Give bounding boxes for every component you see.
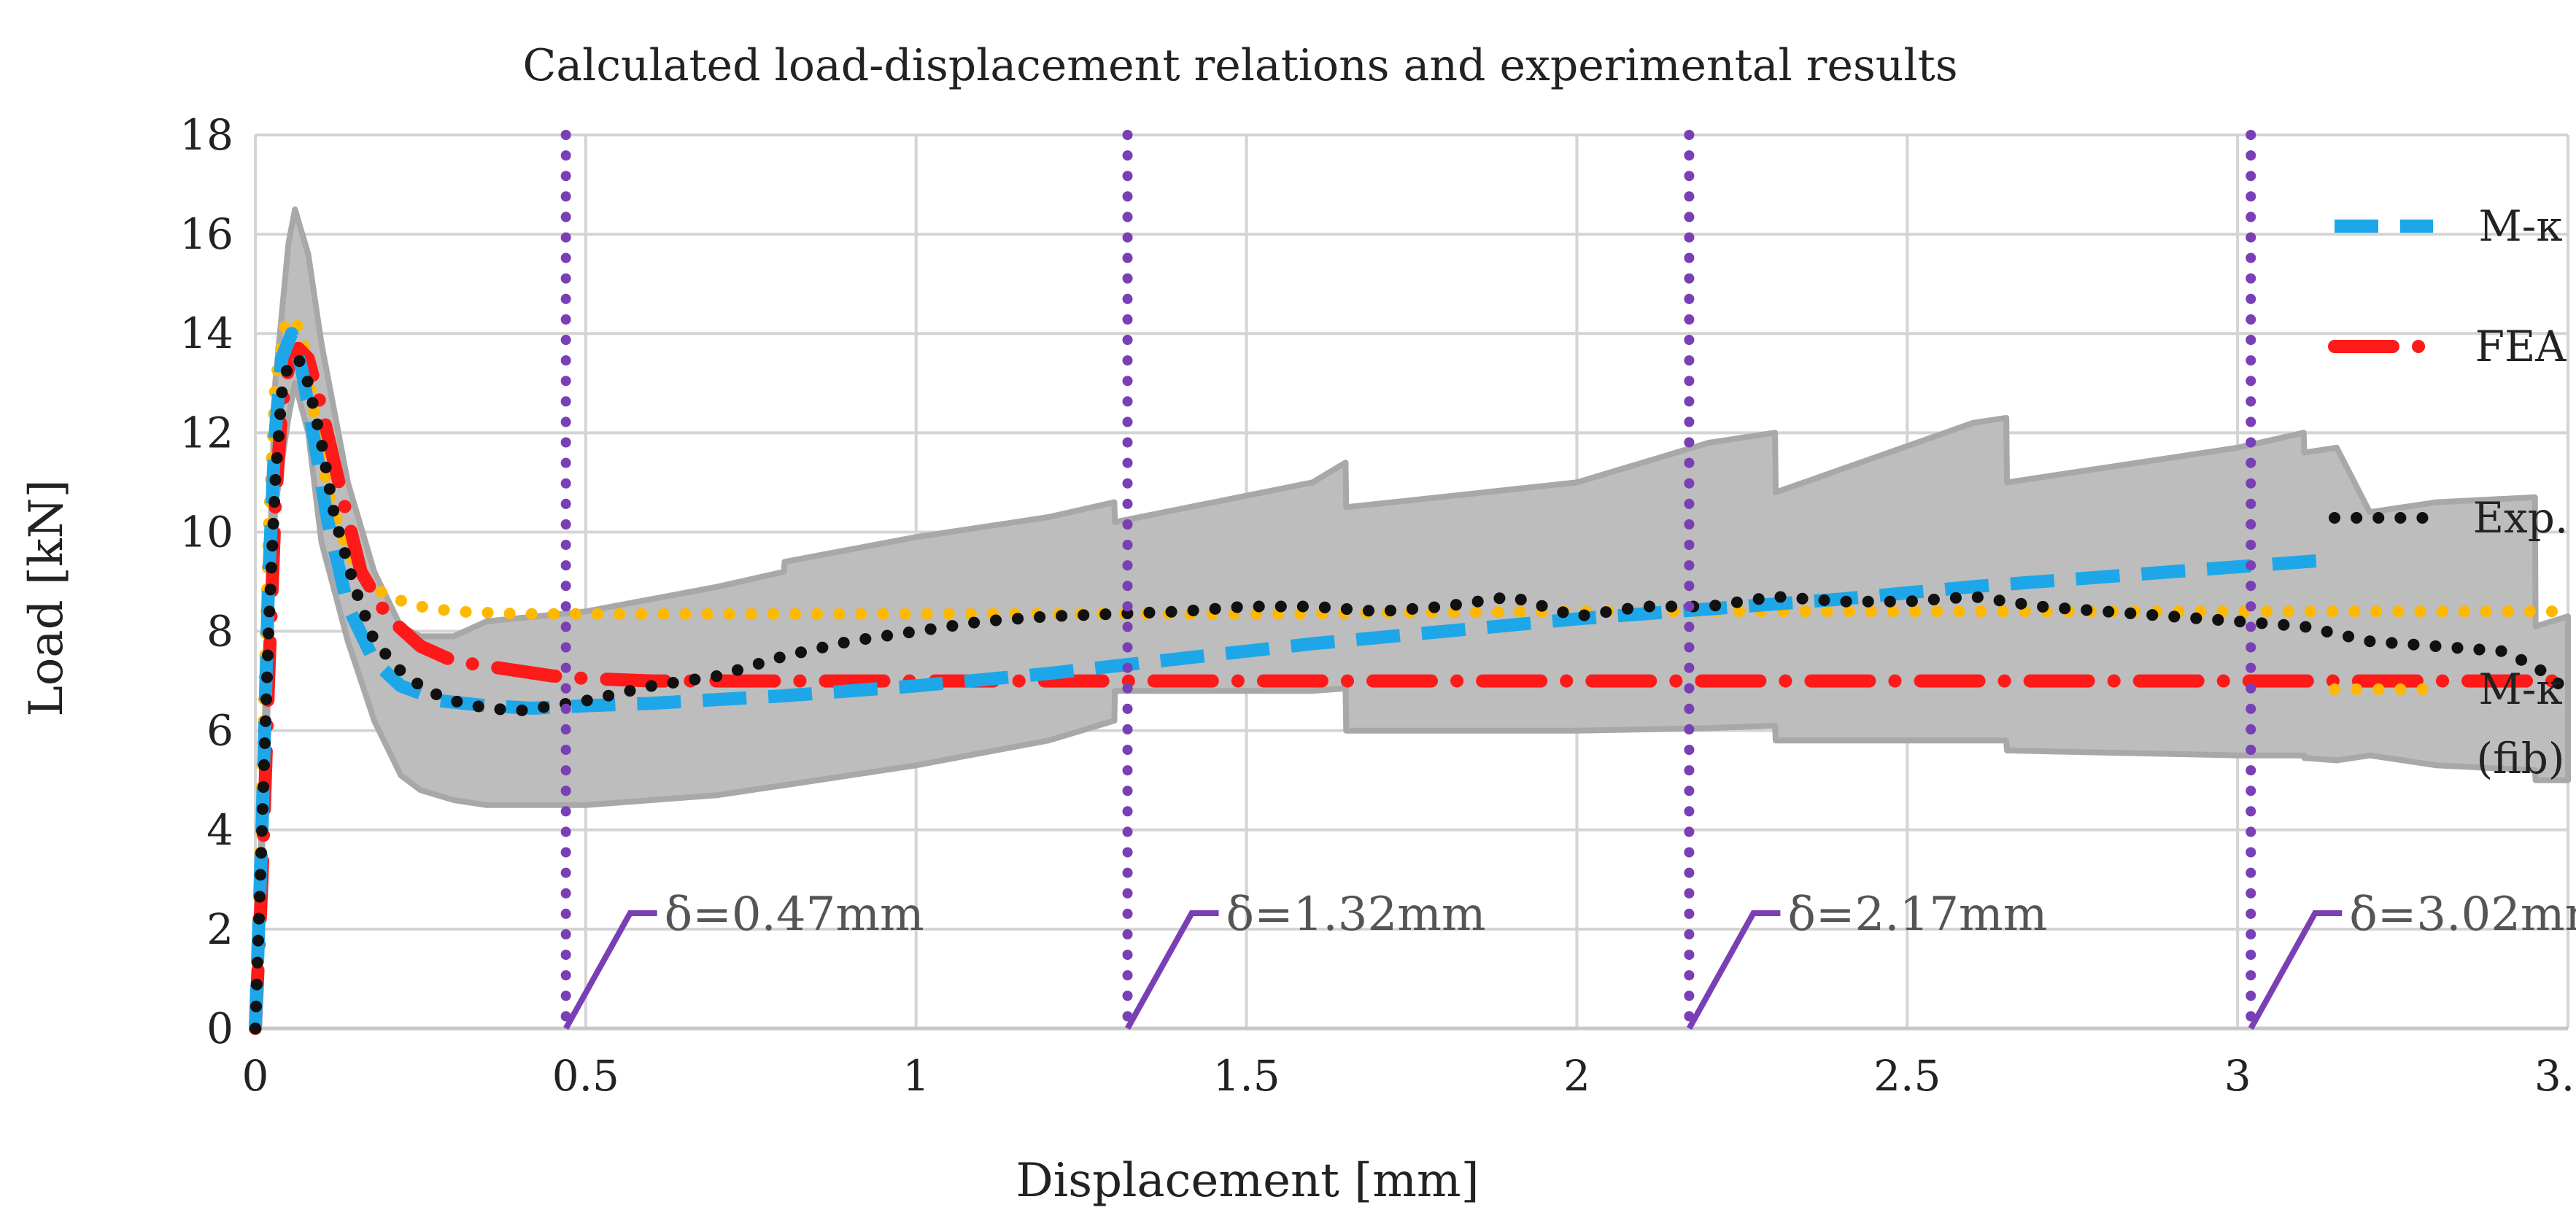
experimental-range-band (252, 206, 2571, 1031)
marker-callout (563, 910, 657, 1030)
x-axis-title: Displacement [mm] (1016, 1154, 1479, 1208)
y-tick-label: 16 (179, 209, 233, 259)
series-line-m- (249, 327, 2337, 1029)
y-tick-label: 14 (179, 309, 233, 358)
legend-label: FEA (2475, 322, 2567, 371)
marker-label: δ=0.47mm (665, 888, 924, 942)
series-layer (249, 312, 2575, 1035)
ticks-layer: 0 2 4 6 8 10 12 14 16 18 0 0.5 1 1.5 2 2.5 3 3.5 (179, 110, 2576, 1101)
marker-callout (1125, 910, 1219, 1030)
y-tick-label: 0 (206, 1004, 233, 1053)
x-tick-label: 3 (2224, 1051, 2251, 1101)
x-tick-label: 1 (902, 1051, 929, 1101)
marker-label: δ=3.02mm (2349, 888, 2576, 942)
y-tick-label: 10 (179, 507, 233, 557)
marker-label: δ=2.17mm (1787, 888, 2047, 942)
legend: M-κ FEA Exp. M-κ (fib) (2328, 201, 2569, 783)
legend-label: (fib) (2476, 734, 2564, 783)
y-tick-label: 18 (179, 110, 233, 160)
y-tick-label: 12 (179, 408, 233, 457)
x-tick-label: 1.5 (1212, 1051, 1280, 1101)
x-tick-label: 0 (242, 1051, 269, 1101)
series-line-exp- (250, 352, 2574, 1034)
chart-title: Calculated load-displacement relations a… (522, 40, 1957, 91)
marker-callout (1686, 910, 1781, 1030)
legend-label: M-κ (2478, 664, 2562, 714)
marker-layer: δ=0.47mm δ=1.32mm δ=2.17mm δ=3.02mm (560, 130, 2576, 1034)
y-tick-label: 6 (206, 706, 233, 756)
y-tick-label: 8 (206, 607, 233, 656)
marker-callout (2248, 910, 2343, 1030)
y-axis-title: Load [kN] (20, 479, 74, 716)
marker-label: δ=1.32mm (1226, 888, 1486, 942)
x-tick-label: 2.5 (1873, 1051, 1941, 1101)
x-tick-label: 2 (1563, 1051, 1590, 1101)
x-tick-label: 3.5 (2534, 1051, 2576, 1101)
y-tick-label: 2 (206, 904, 233, 954)
y-tick-label: 4 (206, 805, 233, 855)
band-layer (252, 206, 2571, 1031)
legend-label: M-κ (2478, 201, 2562, 251)
x-tick-label: 0.5 (552, 1051, 619, 1101)
legend-label: Exp. (2473, 493, 2569, 543)
